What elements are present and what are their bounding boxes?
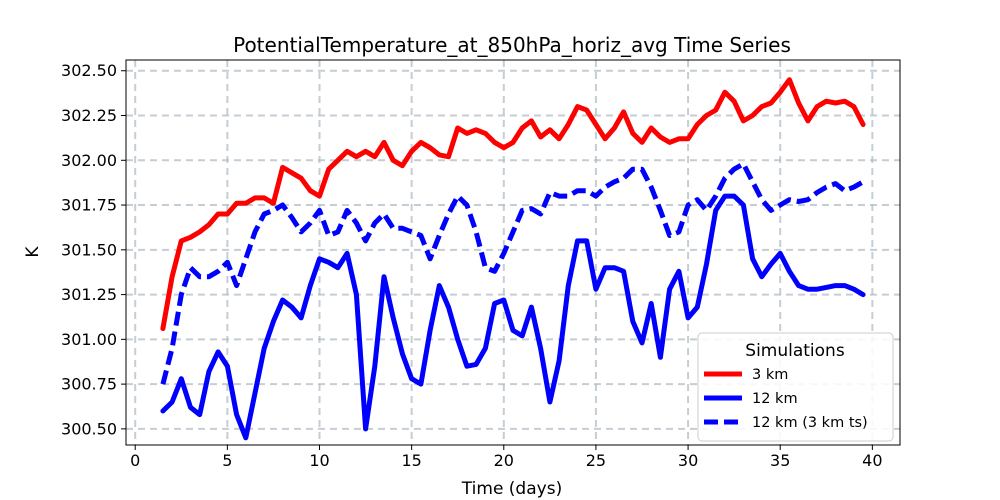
series-line-3-km: [160, 77, 866, 332]
series-line-12-km: [160, 193, 866, 441]
y-axis-label: K: [23, 246, 43, 258]
x-tick-label: 15: [401, 451, 421, 470]
chart-title: PotentialTemperature_at_850hPa_horiz_avg…: [233, 33, 791, 57]
legend-label-3km: 3 km: [752, 367, 788, 383]
axis-ticks: 0 5 10 15 20 25 30 35 40 300.50 300.75 301.00 301.25…: [61, 61, 883, 470]
x-tick-label: 30: [678, 451, 698, 470]
x-tick-label: 10: [309, 451, 329, 470]
legend: Simulations 3 km 12 km 12 km (3 km ts): [697, 332, 894, 442]
y-tick-label: 300.50: [61, 419, 117, 438]
legend-box: [697, 332, 894, 442]
y-tick-label: 302.50: [61, 61, 117, 80]
y-tick-label: 301.00: [61, 330, 117, 349]
y-tick-label: 301.50: [61, 240, 117, 259]
x-tick-label: 35: [770, 451, 790, 470]
y-tick-label: 301.75: [61, 196, 117, 215]
y-tick-label: 302.00: [61, 151, 117, 170]
legend-title: Simulations: [745, 341, 845, 361]
x-tick-label: 20: [494, 451, 514, 470]
x-tick-label: 40: [862, 451, 882, 470]
x-tick-label: 25: [586, 451, 606, 470]
legend-label-12km: 12 km: [752, 391, 798, 407]
x-tick-label: 5: [222, 451, 232, 470]
plot-area-frame: [125, 59, 901, 446]
legend-label-12km-3km-ts: 12 km (3 km ts): [752, 415, 868, 431]
x-tick-label: 0: [130, 451, 140, 470]
series-lines: [160, 77, 866, 441]
y-tick-label: 302.25: [61, 106, 117, 125]
y-tick-label: 301.25: [61, 285, 117, 304]
y-tick-label: 300.75: [61, 375, 117, 394]
x-axis-label: Time (days): [461, 479, 562, 499]
series-line-12-km-3-km-ts: [160, 161, 865, 385]
